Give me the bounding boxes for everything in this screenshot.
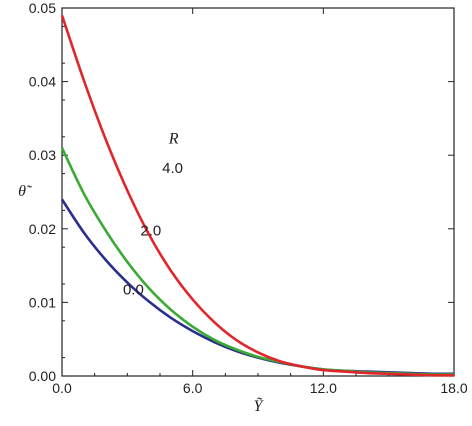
y-tick-label: 0.02 <box>29 221 56 237</box>
series-line-0-0 <box>60 198 455 376</box>
x-tick-label: 6.0 <box>183 380 203 396</box>
series-annotation: 2.0 <box>140 222 161 239</box>
y-tick-label: 0.05 <box>29 0 56 16</box>
series-annotation: 4.0 <box>162 160 183 177</box>
series-annotation: 0.0 <box>123 281 144 298</box>
y-tick-label: 0.00 <box>29 368 56 384</box>
series-line-2-0 <box>60 147 455 376</box>
y-tick-label: 0.01 <box>29 294 56 310</box>
series-layer <box>60 14 455 377</box>
y-axis-label: θ̃ <box>18 183 33 200</box>
y-tick-label: 0.04 <box>29 74 56 90</box>
x-axis-label: Ỹ <box>254 397 265 415</box>
x-tick-label: 12.0 <box>310 380 337 396</box>
x-tick-label: 0.0 <box>52 380 72 396</box>
y-tick-label: 0.03 <box>29 147 56 163</box>
series-line-4-0 <box>60 14 455 377</box>
x-tick-label: 18.0 <box>440 380 467 396</box>
annotation-layer: R 4.0 2.0 0.0 <box>123 130 183 298</box>
legend-title: R <box>168 130 179 147</box>
axes: 0.0 6.0 12.0 18.0 0.00 0.01 0.02 0.03 0.04 0.05 <box>29 0 468 396</box>
plot-frame <box>61 7 455 377</box>
